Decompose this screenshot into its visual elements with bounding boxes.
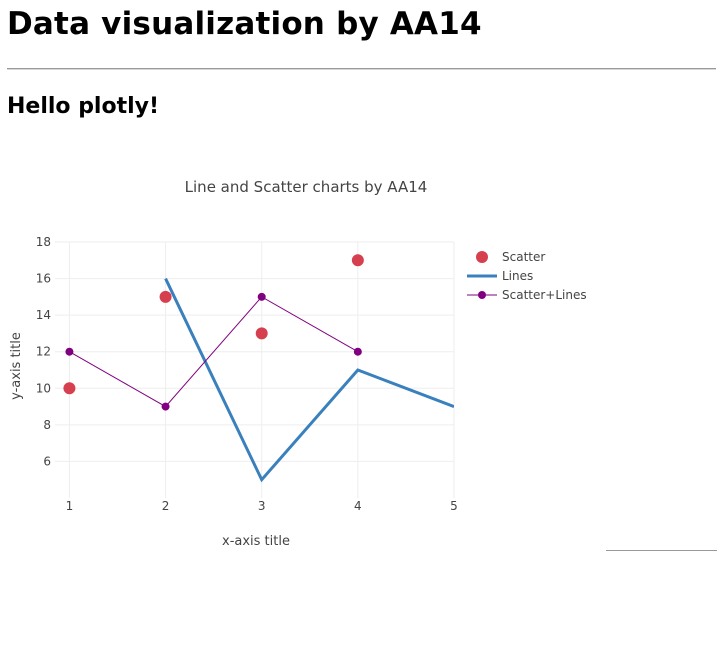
y-tick-label: 6 bbox=[43, 454, 51, 468]
legend[interactable]: Scatter Lines Scatter+Lines bbox=[467, 250, 587, 302]
page-subheading: Hello plotly! bbox=[7, 94, 160, 119]
y-tick-label: 16 bbox=[36, 272, 51, 286]
legend-item[interactable]: Scatter bbox=[476, 250, 545, 264]
series-layer[interactable] bbox=[63, 254, 454, 483]
y-axis-title: y-axis title bbox=[9, 332, 24, 400]
data-point[interactable] bbox=[351, 254, 364, 267]
data-point[interactable] bbox=[63, 382, 76, 395]
legend-label: Scatter+Lines bbox=[502, 288, 587, 302]
legend-label: Lines bbox=[502, 269, 533, 283]
data-point[interactable] bbox=[353, 347, 362, 356]
x-tick-label: 2 bbox=[162, 499, 170, 513]
y-tick-label: 12 bbox=[36, 345, 51, 359]
data-point[interactable] bbox=[161, 402, 170, 411]
legend-marker bbox=[476, 251, 488, 263]
y-tick-label: 8 bbox=[43, 418, 51, 432]
series-line bbox=[69, 296, 359, 408]
legend-marker bbox=[478, 291, 486, 299]
series-scatter-lines[interactable] bbox=[65, 292, 362, 411]
x-tick-label: 1 bbox=[66, 499, 74, 513]
x-tick-labels: 1 2 3 4 5 bbox=[66, 499, 458, 513]
data-point[interactable] bbox=[255, 327, 268, 340]
y-tick-label: 14 bbox=[36, 308, 51, 322]
y-tick-label: 18 bbox=[36, 235, 51, 249]
y-tick-label: 10 bbox=[36, 381, 51, 395]
x-tick-label: 5 bbox=[450, 499, 458, 513]
page-title: Data visualization by AA14 bbox=[7, 6, 482, 42]
legend-item[interactable]: Lines bbox=[467, 269, 533, 283]
data-point[interactable] bbox=[65, 347, 74, 356]
series-scatter[interactable] bbox=[63, 254, 364, 395]
legend-label: Scatter bbox=[502, 250, 545, 264]
grid-layer bbox=[55, 241, 455, 498]
series-lines[interactable] bbox=[164, 277, 454, 483]
x-tick-label: 4 bbox=[354, 499, 362, 513]
x-axis-title: x-axis title bbox=[222, 534, 290, 549]
chart-title: Line and Scatter charts by AA14 bbox=[185, 178, 428, 196]
y-tick-labels: 6 8 10 12 14 16 18 bbox=[36, 235, 51, 468]
legend-item[interactable]: Scatter+Lines bbox=[467, 288, 587, 302]
series-line bbox=[164, 277, 454, 483]
data-point[interactable] bbox=[159, 290, 172, 303]
line-scatter-chart[interactable]: Line and Scatter charts by AA14 68101214… bbox=[0, 160, 717, 560]
x-tick-label: 3 bbox=[258, 499, 266, 513]
data-point[interactable] bbox=[257, 292, 266, 301]
title-divider bbox=[7, 68, 716, 70]
bottom-divider bbox=[606, 550, 717, 551]
